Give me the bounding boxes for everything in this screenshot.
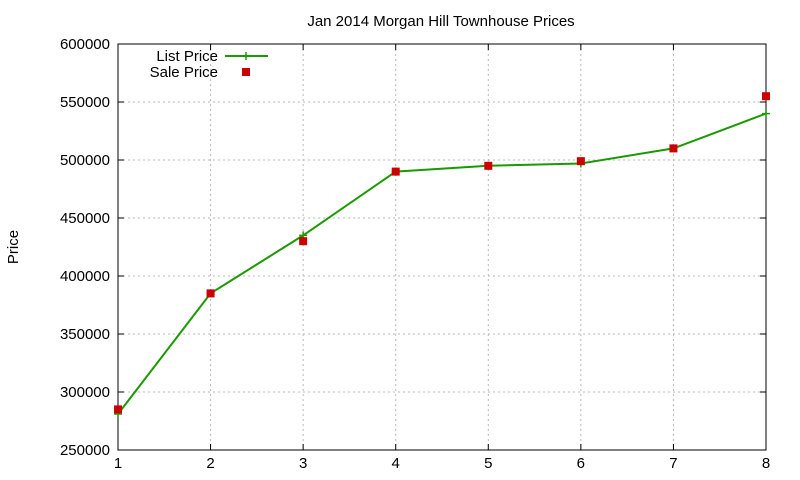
legend-plus-mark <box>242 52 250 60</box>
y-axis: 250000 300000 350000 400000 450000 500000 5500… <box>60 36 766 459</box>
series-list-price <box>114 109 770 419</box>
plot-frame <box>117 43 767 451</box>
point-sale-price <box>391 167 400 176</box>
x-tick-label: 6 <box>577 455 585 472</box>
legend: List Price Sale Price <box>150 48 268 81</box>
x-tick-label: 2 <box>206 455 214 472</box>
x-tick-label: 1 <box>114 455 122 472</box>
legend-marker-list-price <box>242 52 250 60</box>
point-list-price <box>762 109 770 118</box>
y-tick-label: 450000 <box>60 210 110 227</box>
x-tick-label: 7 <box>669 455 677 472</box>
x-tick-label: 3 <box>299 455 307 472</box>
series-line-list-price <box>117 112 767 415</box>
y-tick-label: 550000 <box>60 94 110 111</box>
y-tick-label: 400000 <box>60 268 110 285</box>
chart-title: Jan 2014 Morgan Hill Townhouse Prices <box>307 13 574 30</box>
x-tick-label: 5 <box>484 455 492 472</box>
legend-label-sale-price: Sale Price <box>150 64 218 81</box>
series-sale-price <box>114 92 770 414</box>
y-tick-label: 600000 <box>60 36 110 53</box>
point-sale-price <box>114 405 122 414</box>
y-tick-label: 300000 <box>60 384 110 401</box>
point-sale-price <box>206 289 215 298</box>
legend-marker-sale-price <box>242 68 250 76</box>
x-axis: 1 2 3 4 5 6 7 8 <box>114 44 770 472</box>
grid <box>118 44 766 450</box>
point-sale-price <box>669 144 678 153</box>
y-tick-label: 350000 <box>60 326 110 343</box>
y-tick-label: 250000 <box>60 442 110 459</box>
point-sale-price <box>299 237 308 246</box>
point-sale-price <box>484 161 493 170</box>
point-sale-price <box>576 157 585 166</box>
point-sale-price <box>762 92 770 101</box>
y-tick-label: 500000 <box>60 152 110 169</box>
y-axis-label: Price <box>5 230 22 264</box>
legend-label-list-price: List Price <box>156 48 218 65</box>
x-tick-label: 4 <box>392 455 400 472</box>
x-tick-label: 8 <box>762 455 770 472</box>
